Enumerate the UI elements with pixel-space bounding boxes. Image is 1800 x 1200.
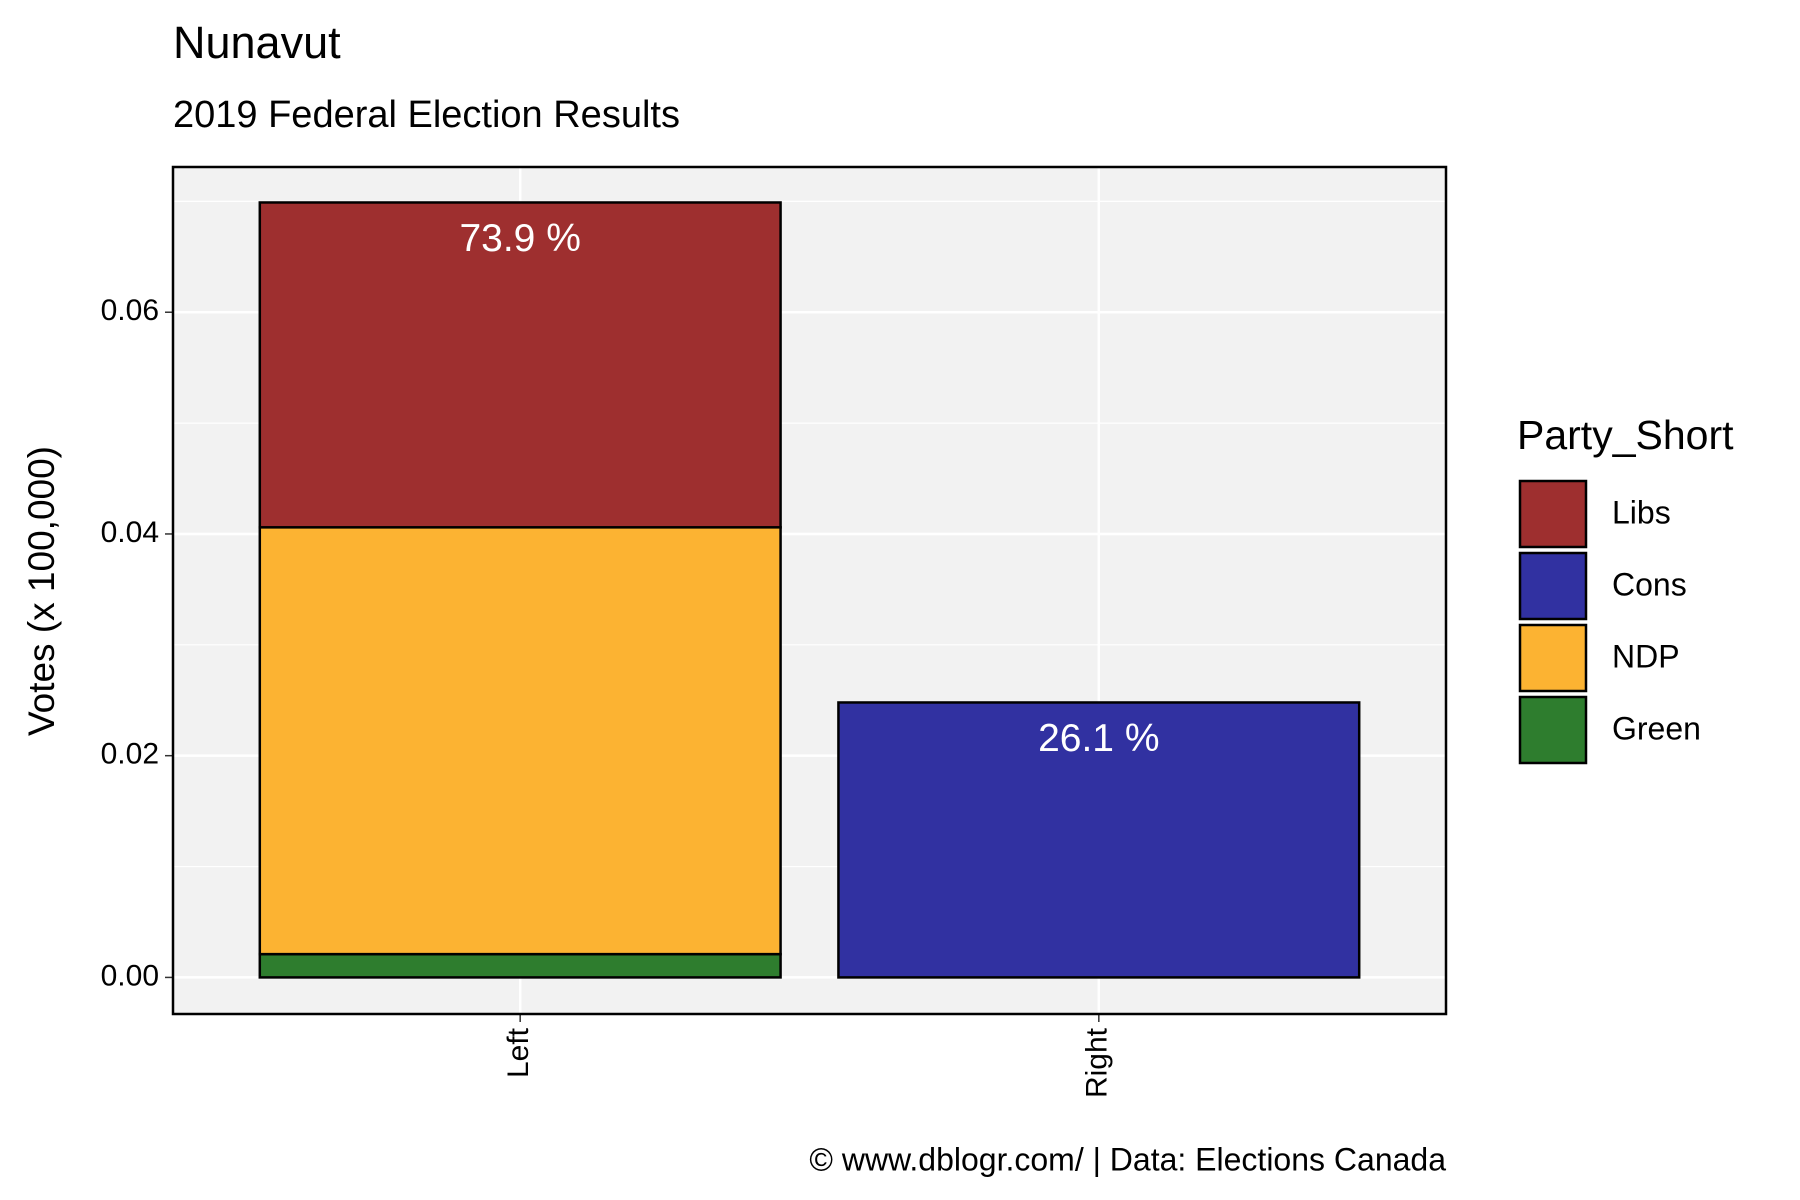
y-tick-label: 0.02 [101,738,159,771]
total-label: 26.1 % [1038,717,1159,760]
bar-segment [258,526,782,956]
legend-label: Green [1612,710,1701,746]
y-axis-title: Votes (x 100,000) [21,446,62,736]
y-tick-label: 0.04 [101,516,159,549]
chart-title: Nunavut [173,17,341,68]
legend-key [1518,695,1588,765]
x-tick-label: Right [1081,1027,1114,1098]
caption: © www.dblogr.com/ | Data: Elections Cana… [809,1141,1446,1177]
legend-title: Party_Short [1517,412,1734,458]
bar-segment [258,952,782,979]
plot-border [171,165,1448,1016]
legend-key [1518,623,1588,693]
x-tick-label: Left [502,1027,535,1078]
legend-label: NDP [1612,638,1680,674]
legend-key [1518,479,1588,549]
y-tick-label: 0.06 [101,294,159,327]
chart-subtitle: 2019 Federal Election Results [173,94,680,136]
y-tick-label: 0.00 [101,959,159,992]
legend-label: Libs [1612,494,1671,530]
bar-segment [258,201,782,529]
legend-label: Cons [1612,566,1687,602]
total-label: 73.9 % [459,217,580,260]
bar-segment [837,701,1361,979]
legend-key [1518,551,1588,621]
